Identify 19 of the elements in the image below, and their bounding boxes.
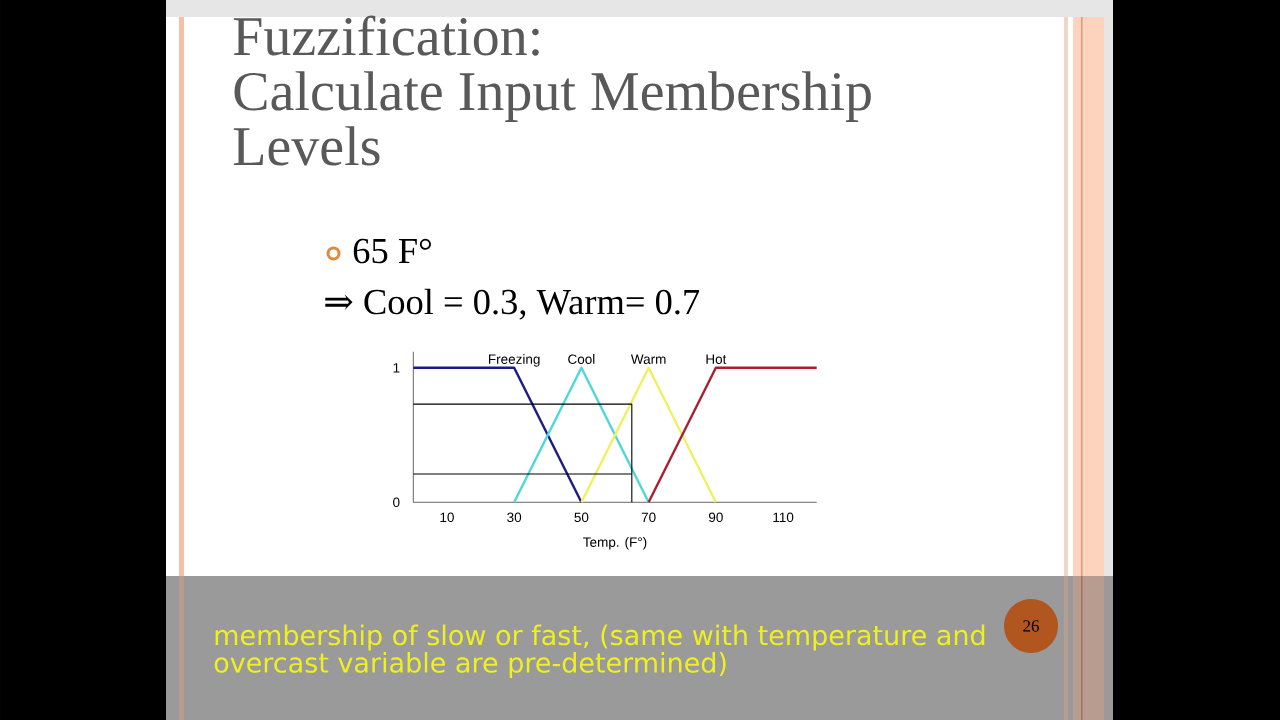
x-tick-label: 110 bbox=[773, 512, 794, 523]
text: ⇒ Cool = 0.3, Warm= 0.7 bbox=[325, 288, 700, 320]
chart-title: Fuzzification: bbox=[233, 15, 539, 56]
x-tick-label: 30 bbox=[507, 512, 522, 523]
y-tick-label: 0 bbox=[393, 497, 400, 508]
text: membership of slow or fast, (same with temperature and overcast variable are pre-determined) bbox=[214, 624, 985, 679]
text: 26 bbox=[1023, 620, 1039, 632]
series-label: Warm bbox=[630, 354, 666, 364]
x-tick-label: 70 bbox=[641, 512, 656, 523]
x-tick-label: 10 bbox=[440, 512, 454, 523]
chart-subtitle: Calculate Input Membership Levels bbox=[233, 71, 871, 166]
x-tick-label: 90 bbox=[708, 512, 723, 523]
y-tick-label: 1 bbox=[393, 363, 400, 373]
text: 65 F° bbox=[353, 238, 431, 264]
series-label: Cool bbox=[568, 354, 595, 364]
series-label: Freezing bbox=[489, 354, 540, 367]
x-axis-title: Temp. (F°) bbox=[583, 536, 647, 550]
series-label: Hot bbox=[706, 354, 727, 364]
x-tick-label: 50 bbox=[574, 512, 589, 523]
